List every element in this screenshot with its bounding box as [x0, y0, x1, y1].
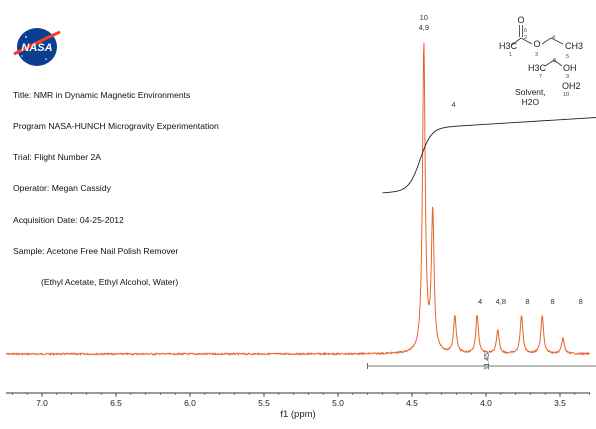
nasa-logo-text: NASA [21, 42, 52, 54]
spectrum-trace [5, 42, 591, 357]
atom-number-3: 3 [535, 52, 538, 58]
x-axis: 7.06.56.05.55.04.54.03.53.02.52.01.51.00… [6, 392, 590, 408]
x-tick-label-1: 6.5 [110, 398, 122, 408]
x-tick-label-4: 5.0 [332, 398, 344, 408]
hydroxyl-9-label: OH [563, 63, 577, 73]
info-trial: Trial: Flight Number 2A [13, 152, 102, 163]
atom-number-10: 10 [563, 92, 569, 98]
methyl-5-label: CH3 [565, 41, 583, 51]
peak-label-2-1: 4 [451, 100, 455, 109]
molecule-structure: O H3C O CH3 H3C OH OH2 1 2 3 4 5 6 7 8 9… [499, 15, 583, 98]
methyl-1-label: H3C [499, 41, 518, 51]
water-10-label: OH2 [562, 81, 581, 91]
x-tick-label-3: 5.5 [258, 398, 270, 408]
peak-label-7-1: 8 [579, 297, 583, 306]
molecule-bonds [511, 25, 564, 67]
atom-number-1: 1 [509, 52, 512, 58]
info-operator: Operator: Megan Cassidy [13, 183, 111, 194]
atom-number-5: 5 [566, 54, 569, 60]
x-tick-label-0: 7.0 [36, 398, 48, 408]
methyl-7-label: H3C [528, 63, 547, 73]
x-tick-label-7: 3.5 [554, 398, 566, 408]
info-title: Title: NMR in Dynamic Magnetic Environme… [13, 89, 191, 100]
info-sample: Sample: Acetone Free Nail Polish Remover [13, 245, 179, 256]
peak-label-5-1: 8 [525, 297, 529, 306]
integral-value-1: 11.45 [484, 353, 491, 370]
ester-oxygen-label: O [533, 39, 540, 49]
carbonyl-oxygen-label: O [517, 15, 524, 25]
x-axis-label: f1 (ppm) [280, 409, 315, 420]
spectrum-layer [5, 42, 591, 357]
atom-number-8: 8 [553, 58, 556, 64]
nasa-logo: NASA [13, 28, 61, 66]
peak-label-6-1: 8 [551, 297, 555, 306]
atom-number-9: 9 [566, 74, 569, 80]
x-tick-label-5: 4.5 [406, 398, 418, 408]
atom-number-4: 4 [552, 35, 555, 41]
x-tick-label-6: 4.0 [480, 398, 492, 408]
atom-number-7: 7 [539, 74, 542, 80]
water-annotation: H2O [522, 97, 540, 107]
atom-number-2: 2 [524, 35, 527, 41]
x-tick-label-2: 6.0 [184, 398, 196, 408]
experiment-info: Title: NMR in Dynamic Magnetic Environme… [13, 69, 219, 298]
peak-label-3-1: 4 [478, 297, 482, 306]
info-program: Program NASA-HUNCH Microgravity Experime… [13, 121, 219, 132]
atom-number-6: 6 [524, 28, 527, 34]
integral-layer: 11.452.796.00 [367, 117, 596, 370]
info-date: Acquisition Date: 04-25-2012 [13, 214, 124, 225]
peak-label-4-1: 4,8 [496, 297, 506, 306]
peak-label-1-1: 10 [420, 13, 428, 22]
integral-curve-1 [382, 117, 596, 194]
info-sample-detail: (Ethyl Acetate, Ethyl Alcohol, Water) [41, 277, 179, 288]
integral-bracket-1 [367, 363, 596, 369]
solvent-annotation: Solvent, [515, 87, 546, 97]
peak-label-1-2: 4,9 [419, 23, 429, 32]
